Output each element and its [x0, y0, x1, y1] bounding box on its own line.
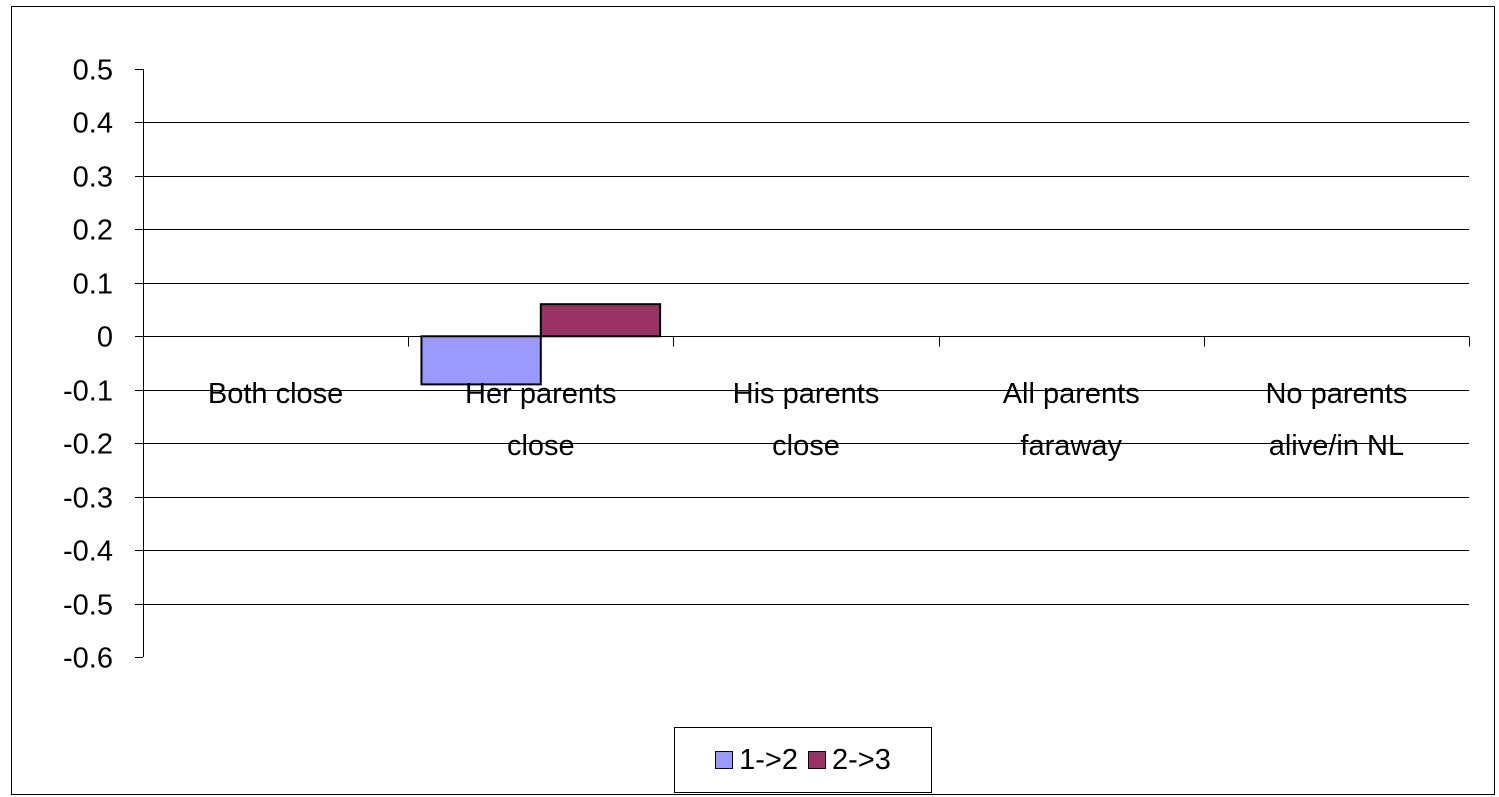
y-tick-label: 0.2 [73, 215, 113, 247]
legend-label-series-2: 2->3 [832, 743, 891, 776]
category-label: close [772, 430, 840, 462]
gridlines [143, 122, 1469, 605]
legend-item-series-2: 2->3 [808, 744, 891, 777]
bar-series-1 [420, 335, 542, 386]
bars [420, 303, 662, 386]
category-label: Her parents [465, 378, 617, 410]
category-label: alive/in NL [1269, 430, 1404, 462]
legend-swatch-series-2 [808, 751, 826, 769]
y-tick-label: -0.4 [63, 536, 113, 568]
y-tick-label: 0.4 [73, 108, 113, 140]
labels: 0.5 0.4 0.3 0.2 0.1 0 -0.1 -0.2 -0.3 -0.4 -0.5 -0.6… [63, 55, 1407, 675]
bar-series-2 [539, 303, 662, 338]
legend-swatch-series-1 [715, 751, 734, 769]
category-label: Both close [208, 378, 343, 410]
y-tick-label: -0.6 [63, 643, 113, 675]
y-tick-label: 0 [97, 322, 113, 354]
y-tick-label: -0.2 [63, 429, 113, 461]
y-tick-label: 0.5 [73, 55, 113, 87]
legend: 1->2 2->3 [674, 727, 932, 793]
y-tick-label: -0.1 [63, 376, 113, 408]
axes [135, 69, 1470, 658]
chart-area [11, 6, 1495, 795]
y-tick-label: 0.3 [73, 162, 113, 194]
category-label: No parents [1265, 378, 1407, 410]
category-label: close [507, 430, 575, 462]
y-tick-label: 0.1 [73, 269, 113, 301]
legend-item-series-1: 1->2 [715, 744, 798, 777]
category-label: His parents [733, 378, 880, 410]
y-tick-label: -0.5 [63, 590, 113, 622]
category-label: All parents [1003, 378, 1140, 410]
legend-label-series-1: 1->2 [739, 743, 798, 776]
category-label: faraway [1020, 430, 1122, 462]
y-tick-label: -0.3 [63, 483, 113, 515]
